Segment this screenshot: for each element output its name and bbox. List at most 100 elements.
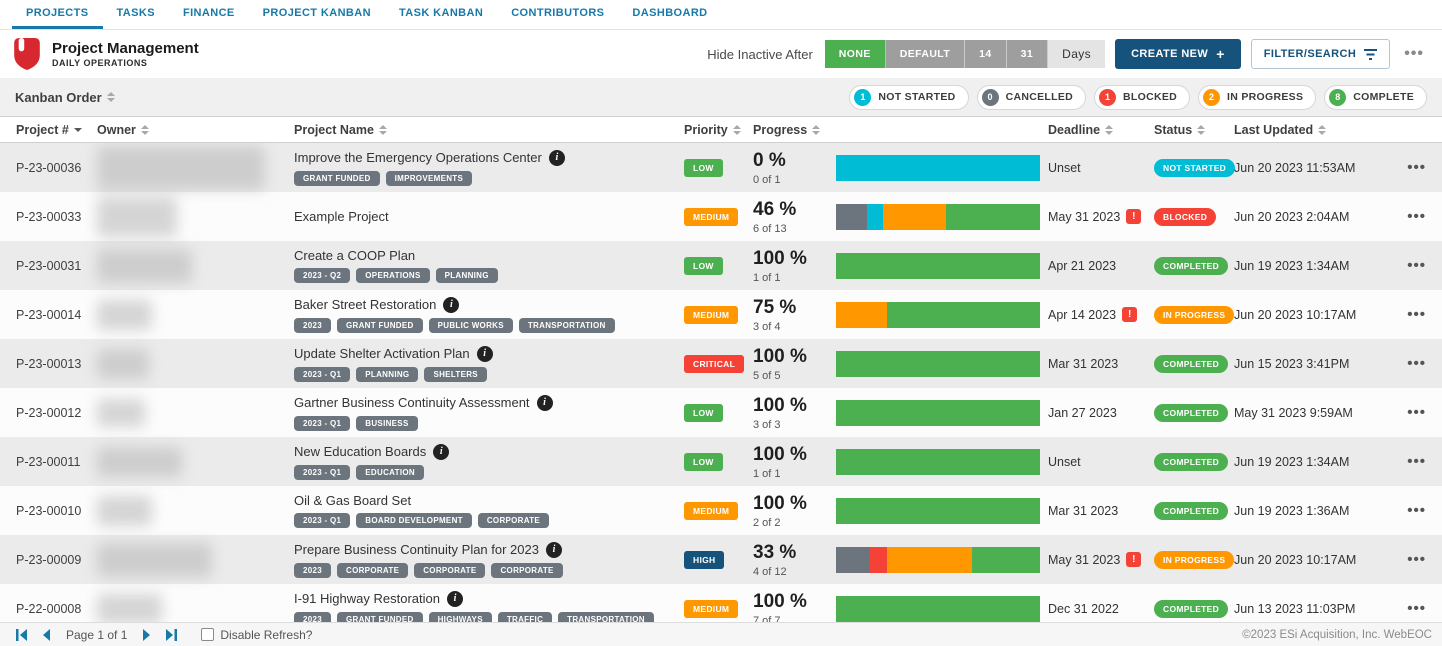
- project-name-text: Oil & Gas Board Set: [294, 493, 412, 508]
- column-header-status[interactable]: Status: [1154, 123, 1234, 137]
- column-header-project-name[interactable]: Project Name: [294, 123, 684, 137]
- progress-segment-green: [836, 252, 1040, 279]
- tab-projects[interactable]: PROJECTS: [12, 0, 103, 29]
- table-row[interactable]: P-22-00008 I-91 Highway Restoration i 2023 G…: [0, 584, 1442, 622]
- tag-chip: PUBLIC WORKS: [428, 317, 513, 333]
- row-menu-icon[interactable]: •••: [1407, 306, 1426, 323]
- table-row[interactable]: P-23-00033 Example Project MEDIUM 46 % 6 of …: [0, 192, 1442, 241]
- hide-option-14[interactable]: 14: [965, 40, 1007, 68]
- project-name: Oil & Gas Board Set: [294, 493, 684, 508]
- tag-chip: OPERATIONS: [356, 268, 430, 283]
- last-page-button[interactable]: [159, 625, 183, 645]
- info-icon[interactable]: i: [476, 345, 493, 362]
- tab-finance[interactable]: FINANCE: [182, 7, 235, 19]
- kanban-order-sort[interactable]: Kanban Order: [15, 90, 115, 105]
- table-row[interactable]: P-23-00013 Update Shelter Activation Plan…: [0, 339, 1442, 388]
- project-name: Create a COOP Plan: [294, 248, 684, 263]
- progress-segment-green: [945, 203, 1040, 230]
- column-header-last-updated[interactable]: Last Updated: [1234, 123, 1400, 137]
- next-page-button[interactable]: [135, 625, 159, 645]
- progress-segment-orange: [886, 546, 973, 573]
- hide-option-31[interactable]: 31: [1006, 40, 1049, 68]
- column-header-project[interactable]: Project #: [0, 123, 97, 137]
- info-icon[interactable]: i: [545, 541, 562, 558]
- status-filter-label: IN PROGRESS: [1227, 91, 1304, 103]
- progress-fraction: 1 of 1: [753, 467, 781, 480]
- owner-redacted: [97, 495, 152, 526]
- project-name: Gartner Business Continuity Assessment i: [294, 394, 684, 411]
- filter-search-button[interactable]: FILTER/SEARCH: [1250, 39, 1391, 69]
- table-row[interactable]: P-23-00031 Create a COOP Plan 2023 - Q2 OPE…: [0, 241, 1442, 290]
- row-menu-icon[interactable]: •••: [1407, 404, 1426, 421]
- row-menu-icon[interactable]: •••: [1407, 355, 1426, 372]
- prev-page-button[interactable]: [34, 625, 58, 645]
- row-menu-icon[interactable]: •••: [1407, 159, 1426, 176]
- table-row[interactable]: P-23-00010 Oil & Gas Board Set 2023 - Q1 BO…: [0, 486, 1442, 535]
- project-name-cell: Create a COOP Plan 2023 - Q2 OPERATIONS PLA…: [294, 248, 684, 283]
- progress-segment-green: [836, 497, 1040, 524]
- tab-tasks[interactable]: TASKS: [116, 7, 155, 19]
- column-header-owner[interactable]: Owner: [97, 123, 294, 137]
- create-new-button[interactable]: CREATE NEW +: [1115, 39, 1241, 69]
- days-unit-button[interactable]: Days: [1048, 40, 1106, 68]
- status-filter-blocked[interactable]: 1 BLOCKED: [1094, 84, 1191, 110]
- priority-cell: LOW: [684, 403, 753, 422]
- tab-dashboard[interactable]: DASHBOARD: [632, 7, 708, 19]
- tab-task-kanban[interactable]: TASK KANBAN: [398, 7, 484, 19]
- sort-icon: [106, 92, 115, 102]
- info-icon[interactable]: i: [446, 590, 463, 607]
- info-icon[interactable]: i: [433, 443, 450, 460]
- tab-contributors[interactable]: CONTRIBUTORS: [511, 7, 605, 19]
- project-name-cell: Oil & Gas Board Set 2023 - Q1 BOARD DEVELO…: [294, 493, 684, 528]
- deadline-text: Unset: [1048, 454, 1081, 469]
- status-filter-group: 1 NOT STARTED 0 CANCELLED 1 BLOCKED 2 IN PROGRE…: [849, 84, 1427, 110]
- status-filter-complete[interactable]: 8 COMPLETE: [1324, 84, 1427, 110]
- disable-refresh-toggle[interactable]: Disable Refresh?: [201, 628, 312, 642]
- table-row[interactable]: P-23-00036 Improve the Emergency Operatio…: [0, 143, 1442, 192]
- progress-cell: 100 % 5 of 5: [753, 346, 836, 382]
- owner-redacted: [97, 248, 192, 283]
- project-name-text: Prepare Business Continuity Plan for 202…: [294, 542, 539, 557]
- tag-chip: HIGHWAYS: [428, 611, 492, 622]
- status-filter-not-started[interactable]: 1 NOT STARTED: [849, 84, 969, 110]
- row-menu-icon[interactable]: •••: [1407, 257, 1426, 274]
- column-header-deadline[interactable]: Deadline: [1048, 123, 1154, 137]
- status-cell: NOT STARTED: [1154, 158, 1236, 177]
- project-name-cell: Example Project: [294, 209, 684, 224]
- priority-cell: MEDIUM: [684, 207, 753, 226]
- info-icon[interactable]: i: [443, 296, 460, 313]
- header-more-icon[interactable]: •••: [1404, 45, 1424, 62]
- info-icon[interactable]: i: [548, 149, 565, 166]
- tab-project-kanban[interactable]: PROJECT KANBAN: [262, 7, 371, 19]
- hide-option-default[interactable]: DEFAULT: [885, 40, 966, 68]
- table-row[interactable]: P-23-00014 Baker Street Restoration i 2023 G…: [0, 290, 1442, 339]
- table-row[interactable]: P-23-00009 Prepare Business Continuity Pl…: [0, 535, 1442, 584]
- progress-percent: 46 %: [753, 198, 797, 220]
- column-header-priority[interactable]: Priority: [684, 123, 753, 137]
- table-row[interactable]: P-23-00012 Gartner Business Continuity As…: [0, 388, 1442, 437]
- progress-bar: [836, 154, 1040, 181]
- progress-segment-green: [887, 301, 1040, 328]
- info-icon[interactable]: i: [536, 394, 553, 411]
- row-menu-icon[interactable]: •••: [1407, 502, 1426, 519]
- status-filter-in-progress[interactable]: 2 IN PROGRESS: [1198, 84, 1317, 110]
- hide-option-none[interactable]: NONE: [824, 40, 886, 68]
- deadline-cell: Apr 14 2023!: [1048, 307, 1154, 322]
- disable-refresh-checkbox[interactable]: [201, 628, 215, 641]
- last-updated: Jun 19 2023 1:36AM: [1234, 503, 1350, 518]
- status-cell: COMPLETED: [1154, 354, 1234, 373]
- first-page-button[interactable]: [10, 625, 34, 645]
- column-header-progress[interactable]: Progress: [753, 123, 836, 137]
- row-menu-icon[interactable]: •••: [1407, 453, 1426, 470]
- row-menu-icon[interactable]: •••: [1407, 208, 1426, 225]
- priority-cell: LOW: [684, 158, 753, 177]
- status-filter-label: CANCELLED: [1005, 91, 1074, 103]
- priority-badge: HIGH: [684, 551, 725, 569]
- row-menu-icon[interactable]: •••: [1407, 551, 1426, 568]
- deadline-text: Apr 21 2023: [1048, 258, 1117, 273]
- last-updated: May 31 2023 9:59AM: [1234, 405, 1353, 420]
- owner-cell: [97, 339, 294, 388]
- table-row[interactable]: P-23-00011 New Education Boards i 2023 - Q1…: [0, 437, 1442, 486]
- status-filter-cancelled[interactable]: 0 CANCELLED: [976, 84, 1087, 110]
- row-menu-icon[interactable]: •••: [1407, 600, 1426, 617]
